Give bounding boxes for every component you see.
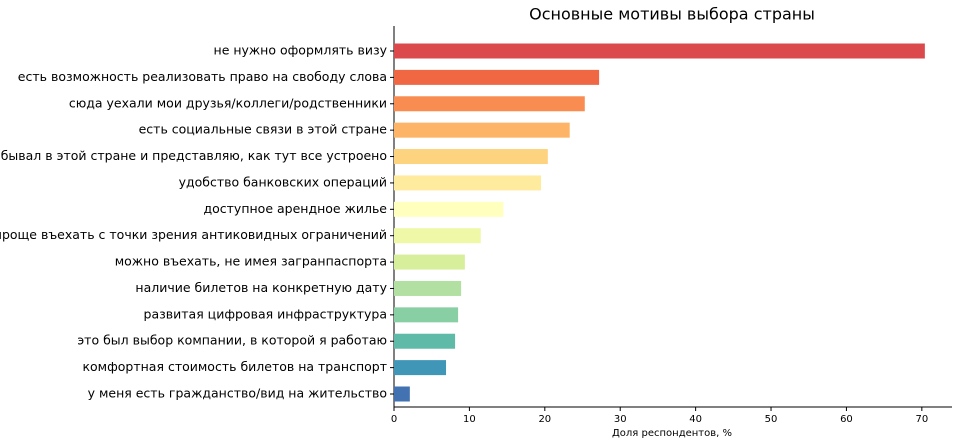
bar bbox=[394, 69, 600, 85]
y-tick-label: не нужно оформлять визу bbox=[214, 43, 388, 58]
y-tick-label: сюда уехали мои друзья/коллеги/родственн… bbox=[69, 95, 387, 110]
chart-title: Основные мотивы выбора страны bbox=[529, 5, 815, 24]
y-tick-label: проще въехать с точки зрения антиковидны… bbox=[0, 227, 387, 242]
x-tick-label: 30 bbox=[614, 414, 627, 425]
bar bbox=[394, 333, 456, 349]
x-tick-label: 60 bbox=[840, 414, 853, 425]
y-tick-label: это был выбор компании, в которой я рабо… bbox=[77, 333, 387, 348]
bar bbox=[394, 307, 459, 323]
y-tick-label: комфортная стоимость билетов на транспор… bbox=[82, 359, 387, 374]
y-tick-label: доступное арендное жилье bbox=[203, 201, 387, 216]
bar bbox=[394, 360, 447, 376]
y-tick-label: у меня есть гражданство/вид на жительств… bbox=[88, 386, 387, 401]
bar bbox=[394, 43, 925, 59]
y-tick-label: есть возможность реализовать право на св… bbox=[18, 69, 387, 84]
x-axis-label: Доля респондентов, % bbox=[612, 428, 732, 439]
bar bbox=[394, 254, 465, 270]
bar bbox=[394, 96, 585, 112]
bar bbox=[394, 175, 542, 191]
x-tick-label: 70 bbox=[915, 414, 928, 425]
x-tick-label: 10 bbox=[463, 414, 476, 425]
y-tick-label: удобство банковских операций bbox=[179, 174, 387, 189]
bar bbox=[394, 280, 462, 296]
bar bbox=[394, 149, 548, 165]
x-tick-label: 50 bbox=[765, 414, 778, 425]
bar bbox=[394, 122, 570, 138]
bar bbox=[394, 228, 481, 244]
x-tick-label: 40 bbox=[689, 414, 702, 425]
y-tick-label: есть социальные связи в этой стране bbox=[139, 122, 388, 137]
bar bbox=[394, 386, 410, 402]
y-tick-label: можно въехать, не имея загранпаспорта bbox=[115, 254, 387, 269]
bar bbox=[394, 201, 504, 217]
x-tick-label: 20 bbox=[538, 414, 551, 425]
y-tick-label: развитая цифровая инфраструктура bbox=[144, 306, 387, 321]
x-tick-label: 0 bbox=[391, 414, 397, 425]
y-tick-label: бывал в этой стране и представляю, как т… bbox=[1, 148, 387, 163]
y-tick-label: наличие билетов на конкретную дату bbox=[135, 280, 387, 295]
